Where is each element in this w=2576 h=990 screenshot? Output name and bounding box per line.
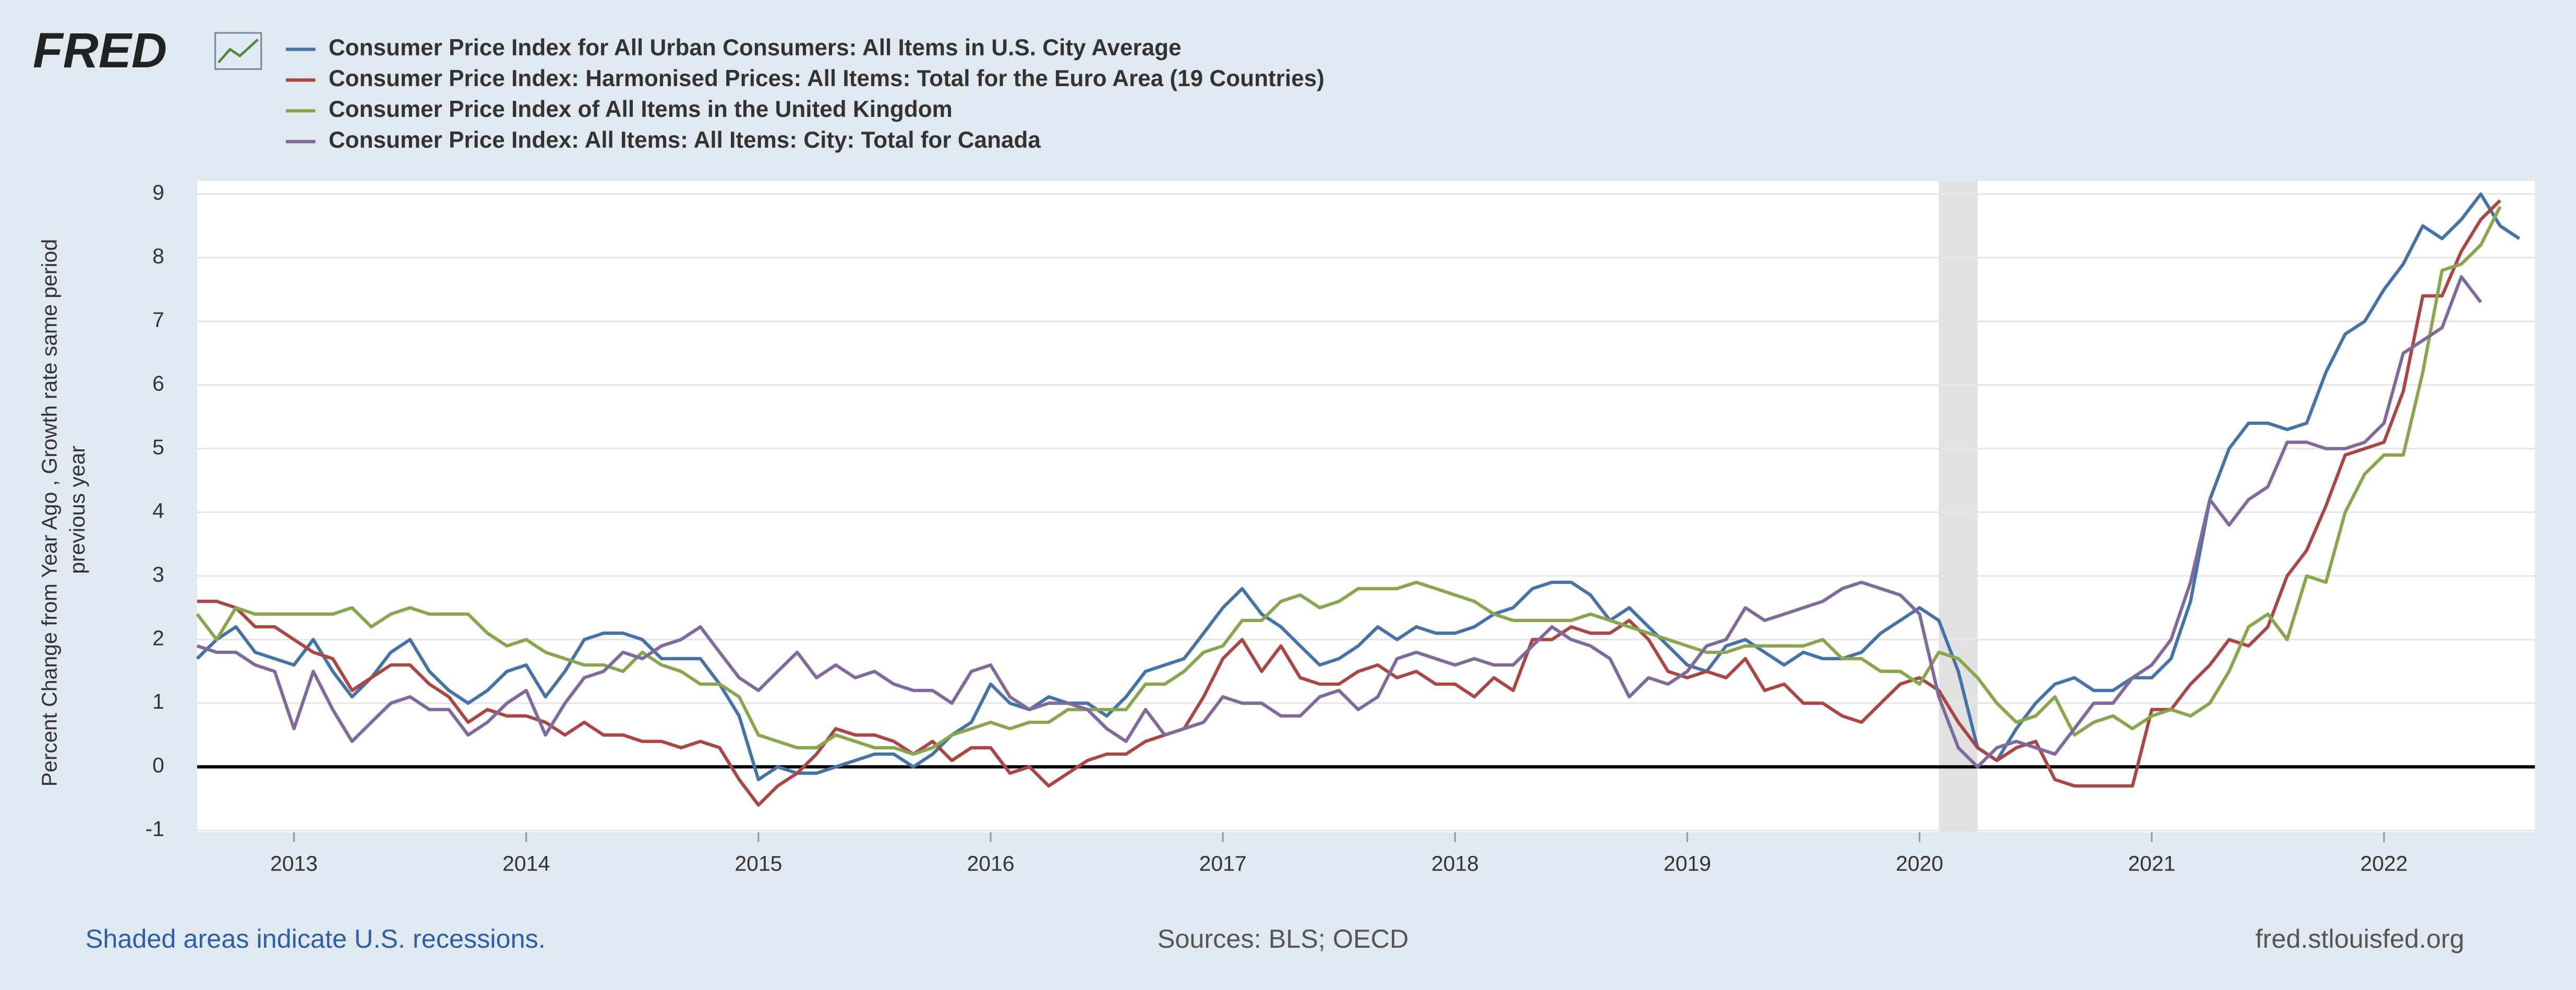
x-tick-label: 2013 xyxy=(270,851,318,875)
x-tick-label: 2019 xyxy=(1664,851,1711,875)
y-tick-label: 5 xyxy=(152,435,164,459)
logo[interactable]: FRED xyxy=(33,23,167,78)
y-axis-title-line: Percent Change from Year Ago , Growth ra… xyxy=(37,239,61,786)
y-tick-label: 7 xyxy=(152,308,164,332)
x-tick-label: 2021 xyxy=(2128,851,2175,875)
x-tick-label: 2015 xyxy=(735,851,782,875)
y-axis-title: Percent Change from Year Ago , Growth ra… xyxy=(37,233,89,786)
legend-label: Consumer Price Index: All Items: All Ite… xyxy=(329,127,1041,153)
y-tick-label: 8 xyxy=(152,244,164,268)
legend-label: Consumer Price Index for All Urban Consu… xyxy=(329,35,1182,61)
x-tick-label: 2018 xyxy=(1431,851,1479,875)
y-tick-label: 4 xyxy=(152,498,164,522)
site-link[interactable]: fred.stlouisfed.org xyxy=(2255,924,2464,953)
x-tick-label: 2020 xyxy=(1896,851,1943,875)
y-tick-label: 3 xyxy=(152,562,164,586)
y-tick-label: 2 xyxy=(152,626,164,650)
y-axis-title-line: previous year xyxy=(65,446,89,574)
x-tick-label: 2016 xyxy=(967,851,1014,875)
y-tick-label: 1 xyxy=(152,689,164,713)
plot-area xyxy=(197,181,2535,832)
recession-note[interactable]: Shaded areas indicate U.S. recessions. xyxy=(86,924,546,953)
recession-band xyxy=(1939,181,1978,832)
x-tick-label: 2022 xyxy=(2360,851,2408,875)
y-tick-label: 6 xyxy=(152,371,164,395)
y-tick-label: -1 xyxy=(146,817,164,841)
series-line xyxy=(197,199,2501,807)
legend-label: Consumer Price Index: Harmonised Prices:… xyxy=(329,66,1325,91)
logo-icon xyxy=(214,32,262,70)
x-tick-label: 2017 xyxy=(1199,851,1247,875)
legend-label: Consumer Price Index of All Items in the… xyxy=(329,97,953,122)
x-tick-label: 2014 xyxy=(502,851,550,875)
sources: Sources: BLS; OECD xyxy=(1158,924,1409,953)
series-line xyxy=(196,275,2483,769)
series-line xyxy=(196,206,2502,756)
y-tick-label: 9 xyxy=(152,181,164,205)
y-tick-label: 0 xyxy=(152,753,164,777)
